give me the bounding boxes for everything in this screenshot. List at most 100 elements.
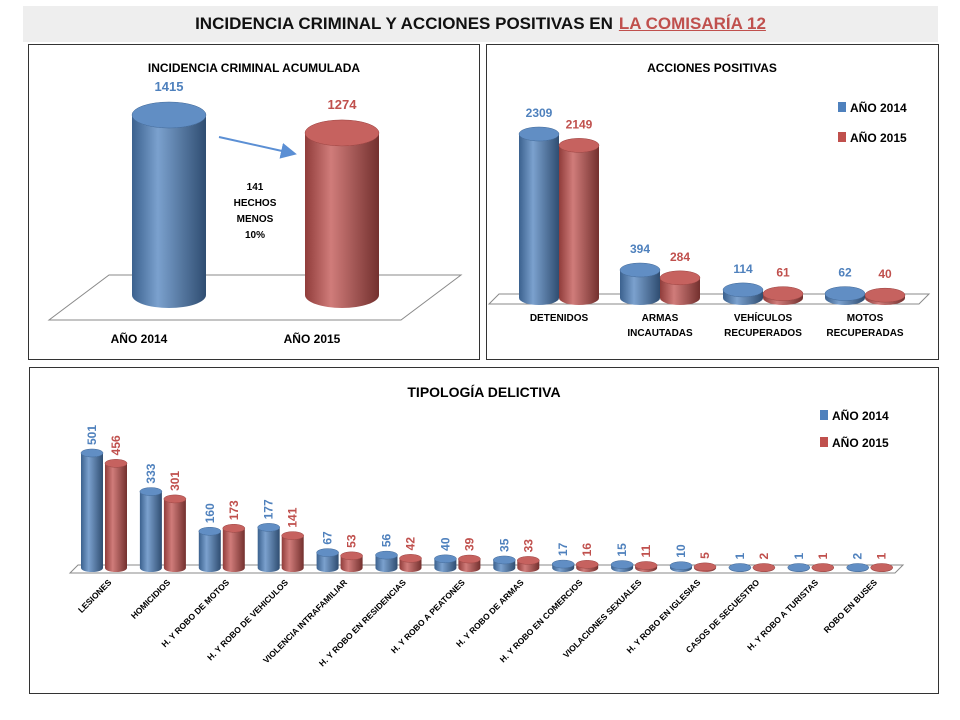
- tipologia-value-2-7: 39: [462, 537, 476, 551]
- acciones-legend-label-2: AÑO 2015: [850, 130, 907, 145]
- tipologia-bar-1-5-top: [316, 548, 339, 557]
- tipologia-bar-2-7: [458, 559, 481, 572]
- tipologia-bar-2-3: [222, 528, 245, 572]
- acciones-category-4-1: MOTOS: [847, 313, 884, 324]
- acciones-category-4-2: RECUPERADAS: [826, 328, 904, 339]
- tipologia-bar-2-3-top: [222, 524, 246, 533]
- tipologia-bar-2-13-top: [811, 563, 835, 572]
- acciones-bar-1-1-top: [518, 126, 560, 142]
- incidencia-category-2: AÑO 2015: [284, 331, 341, 346]
- tipologia-category-8: H. Y ROBO DE ARMAS: [454, 577, 526, 649]
- acciones-legend-swatch-2: [838, 132, 846, 142]
- tipologia-bar-1-11: [670, 565, 692, 572]
- tipologia-chart: TIPOLOGÍA DELICTIVA 501 333 160 177 67 56 40 35 1…: [68, 384, 905, 668]
- tipologia-bar-1-2-top: [139, 487, 163, 496]
- panel-acciones: ACCIONES POSITIVAS 2309 394 114 62 2149 284 61 4…: [486, 44, 939, 360]
- tipologia-legend-label-1: AÑO 2014: [832, 408, 889, 423]
- tipologia-bar-2-5-top: [340, 551, 363, 561]
- acciones-category-2-2: INCAUTADAS: [627, 328, 693, 339]
- incidencia-bar-1-top: [131, 101, 207, 129]
- tipologia-value-1-9: 17: [556, 542, 570, 556]
- tipologia-bar-2-12-top: [752, 563, 776, 572]
- acciones-bar-2-4-top: [864, 287, 906, 303]
- incidencia-annotation-3: MENOS: [237, 214, 274, 225]
- acciones-bar-2-2: [660, 277, 700, 305]
- incidencia-chart: INCIDENCIA CRIMINAL ACUMULADA 1415 1274 AÑO…: [47, 61, 463, 346]
- acciones-value-1-1: 2309: [526, 106, 553, 120]
- incidencia-category-1: AÑO 2014: [111, 331, 168, 346]
- tipologia-value-2-13: 1: [816, 553, 830, 560]
- tipologia-bar-2-4-top: [281, 531, 304, 540]
- tipologia-value-1-13: 1: [792, 553, 806, 560]
- tipologia-category-1: LESIONES: [76, 577, 114, 615]
- acciones-bar-1-2-top: [619, 262, 661, 278]
- acciones-category-2-1: ARMAS: [642, 313, 679, 324]
- panel-incidencia: INCIDENCIA CRIMINAL ACUMULADA 1415 1274 AÑO…: [28, 44, 480, 360]
- tipologia-bar-1-13-top: [787, 563, 811, 572]
- tipologia-value-2-8: 33: [521, 539, 535, 553]
- tipologia-value-2-14: 1: [875, 553, 889, 560]
- tipologia-bar-1-1: [81, 453, 103, 572]
- tipologia-bar-2-6-top: [399, 554, 422, 563]
- incidencia-bar-2-top: [304, 119, 380, 147]
- tipologia-value-2-5: 53: [345, 534, 359, 548]
- tipologia-bar-2-10-top: [634, 561, 658, 570]
- acciones-legend-swatch-1: [838, 102, 846, 112]
- tipologia-bar-1-12-top: [728, 563, 752, 572]
- acciones-bar-2-2-top: [659, 270, 701, 286]
- acciones-value-1-2: 394: [630, 242, 650, 256]
- tipologia-value-1-2: 333: [144, 463, 158, 483]
- tipologia-bar-2-8-top: [517, 556, 540, 565]
- tipologia-legend-swatch-1: [820, 410, 828, 420]
- tipologia-category-14: ROBO EN BUSES: [822, 577, 880, 635]
- acciones-bar-2-3: [763, 293, 803, 305]
- incidencia-title: INCIDENCIA CRIMINAL ACUMULADA: [148, 61, 361, 75]
- tipologia-value-1-14: 2: [851, 553, 865, 560]
- acciones-bar-1-2: [620, 270, 660, 305]
- tipologia-legend-swatch-2: [820, 437, 828, 447]
- incidencia-annotation-4: 10%: [245, 230, 265, 241]
- acciones-bar-1-3: [723, 289, 763, 305]
- report-title: INCIDENCIA CRIMINAL Y ACCIONES POSITIVAS…: [195, 14, 613, 33]
- tipologia-bar-2-1-top: [104, 459, 128, 468]
- tipologia-value-2-4: 141: [286, 507, 300, 527]
- tipologia-bar-1-6-top: [375, 550, 398, 560]
- tipologia-bar-2-9-top: [575, 560, 599, 569]
- tipologia-value-1-6: 56: [380, 533, 394, 547]
- tipologia-bar-1-8-top: [493, 555, 516, 565]
- report-header: INCIDENCIA CRIMINAL Y ACCIONES POSITIVAS…: [23, 6, 938, 42]
- acciones-bar-2-4: [865, 295, 905, 305]
- tipologia-bar-1-14-top: [846, 563, 869, 572]
- comisaria-link[interactable]: LA COMISARÍA 12: [618, 14, 766, 33]
- acciones-bar-1-4: [825, 293, 865, 305]
- tipologia-bar-1-5: [316, 552, 339, 572]
- tipologia-value-2-3: 173: [227, 500, 241, 520]
- tipologia-value-1-1: 501: [85, 425, 99, 445]
- tipologia-bar-2-6: [399, 558, 422, 572]
- tipologia-value-2-12: 2: [757, 553, 771, 560]
- tipologia-value-1-12: 1: [733, 553, 747, 560]
- tipologia-bar-1-10-top: [610, 560, 634, 569]
- panel-tipologia: TIPOLOGÍA DELICTIVA 501 333 160 177 67 56 40 35 1…: [29, 367, 939, 694]
- tipologia-bar-1-1-top: [80, 448, 104, 458]
- acciones-legend-label-1: AÑO 2014: [850, 100, 907, 115]
- incidencia-bar-2: [305, 132, 379, 308]
- tipologia-bar-1-7-top: [434, 554, 457, 564]
- acciones-category-3-2: RECUPERADOS: [724, 328, 802, 339]
- tipologia-bar-1-9: [552, 564, 575, 572]
- tipologia-bar-1-11-top: [669, 561, 693, 570]
- decrease-arrow: [218, 136, 297, 159]
- acciones-bar-1-4-top: [824, 286, 866, 301]
- incidencia-annotation-1: 141: [247, 182, 264, 193]
- incidencia-floor: [47, 274, 463, 321]
- tipologia-value-2-10: 11: [639, 544, 653, 557]
- tipologia-bar-1-6: [375, 555, 398, 572]
- acciones-value-1-3: 114: [733, 262, 753, 276]
- tipologia-bar-1-8: [493, 559, 516, 572]
- acciones-bar-2-1-top: [558, 138, 600, 153]
- tipologia-bar-2-4: [281, 535, 304, 572]
- tipologia-value-2-9: 16: [580, 543, 594, 557]
- tipologia-value-1-7: 40: [438, 537, 452, 551]
- tipologia-bar-2-11-top: [693, 562, 717, 572]
- tipologia-value-1-4: 177: [262, 499, 276, 519]
